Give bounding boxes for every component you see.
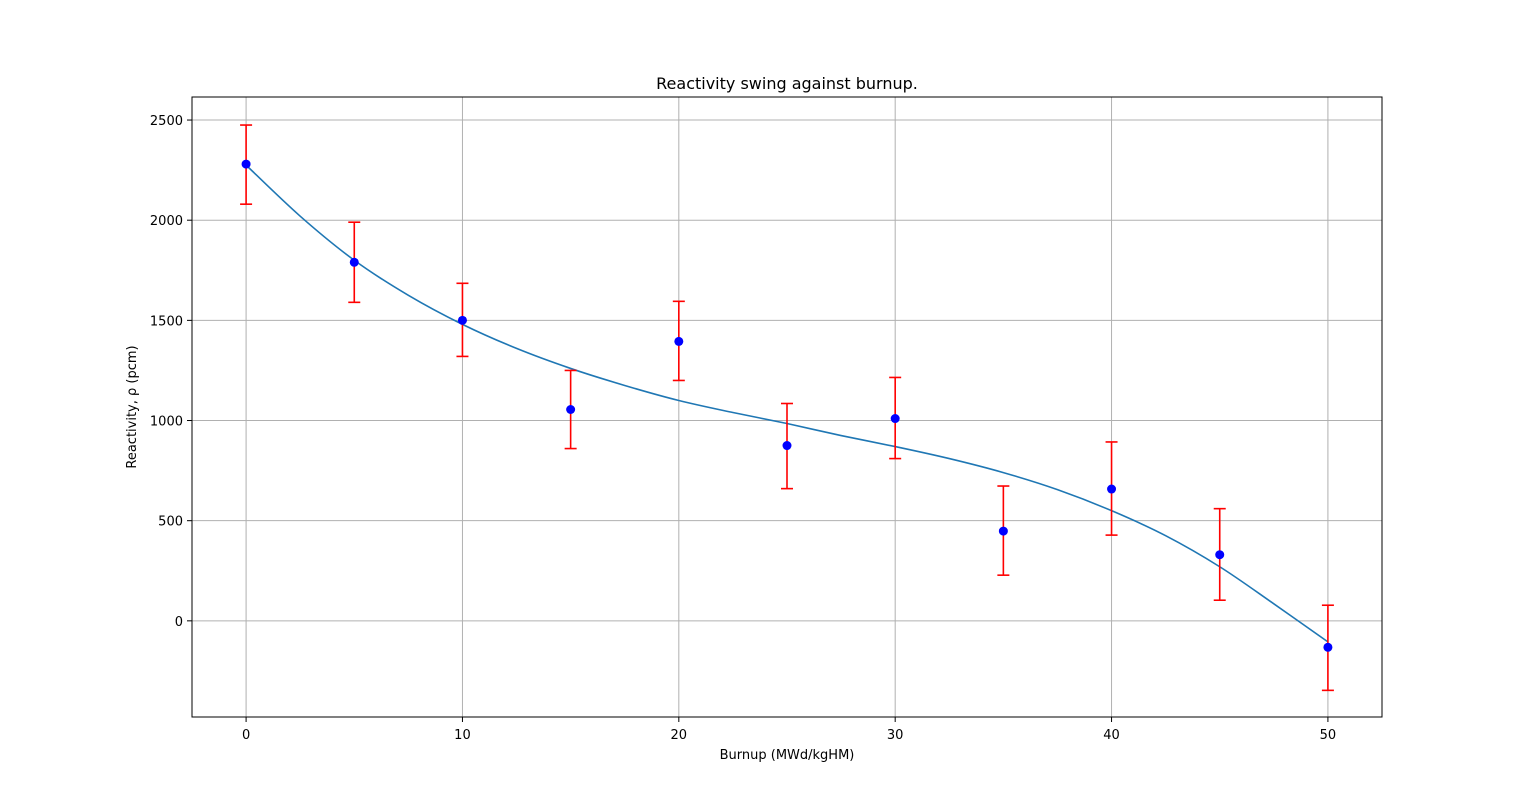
x-tick-label: 10 bbox=[454, 728, 471, 743]
x-tick-label: 40 bbox=[1103, 728, 1120, 743]
x-axis-ticks: 0 10 20 30 40 50 bbox=[242, 717, 1336, 743]
errorbar-layer bbox=[240, 124, 1334, 692]
y-axis-ticks: 0 500 1000 1500 2000 2500 bbox=[150, 114, 192, 630]
x-tick-label: 50 bbox=[1320, 728, 1337, 743]
plot-frame bbox=[191, 96, 1383, 718]
data-point bbox=[349, 257, 359, 267]
data-point bbox=[890, 414, 900, 424]
data-point bbox=[241, 159, 251, 169]
y-tick-label: 500 bbox=[158, 515, 183, 530]
point-layer bbox=[241, 159, 1333, 652]
y-tick-label: 0 bbox=[175, 615, 183, 630]
data-point bbox=[1107, 484, 1117, 494]
chart-title: Reactivity swing against burnup. bbox=[656, 74, 918, 93]
data-point bbox=[457, 315, 467, 325]
data-point bbox=[1323, 642, 1333, 652]
data-point bbox=[782, 441, 792, 451]
x-axis-title: Burnup (MWd/kgHM) bbox=[720, 748, 855, 763]
data-point bbox=[1215, 550, 1225, 560]
x-tick-label: 20 bbox=[671, 728, 688, 743]
x-tick-label: 0 bbox=[242, 728, 250, 743]
x-tick-label: 30 bbox=[887, 728, 904, 743]
y-tick-label: 2500 bbox=[150, 114, 183, 129]
data-point bbox=[566, 405, 576, 415]
y-tick-label: 1000 bbox=[150, 415, 183, 430]
y-axis-title: Reactivity, ρ (pcm) bbox=[125, 345, 140, 468]
data-point bbox=[674, 336, 684, 346]
y-tick-label: 1500 bbox=[150, 314, 183, 329]
y-tick-label: 2000 bbox=[150, 214, 183, 229]
data-point bbox=[998, 526, 1008, 536]
